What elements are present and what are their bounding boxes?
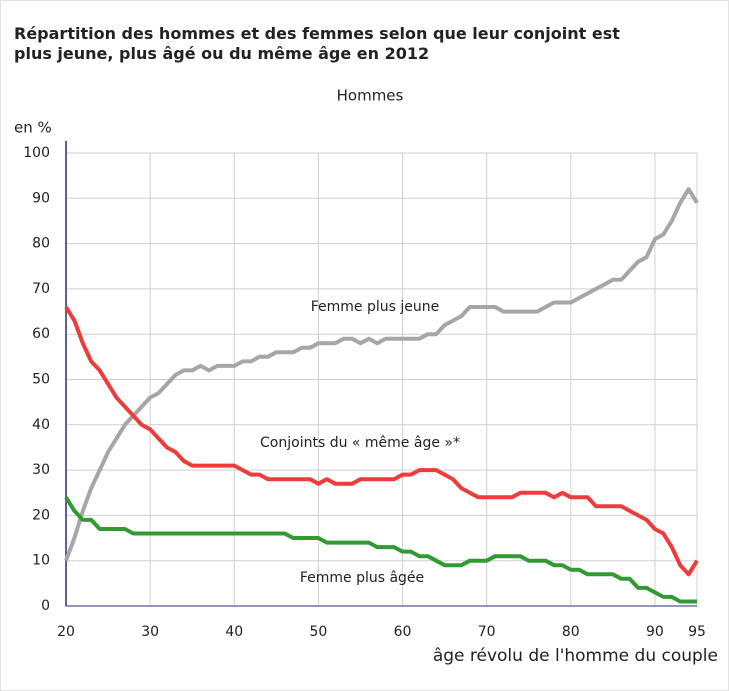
x-tick-label: 40 — [225, 624, 243, 640]
y-tick-label: 50 — [32, 372, 50, 388]
series-label: Conjoints du « même âge »* — [260, 435, 460, 451]
x-tick-label: 20 — [57, 624, 75, 640]
y-tick-label: 40 — [32, 417, 50, 433]
series-label: Femme plus jeune — [311, 299, 440, 315]
y-tick-label: 80 — [32, 236, 50, 252]
series-line — [64, 187, 699, 562]
y-tick-label: 70 — [32, 281, 50, 297]
series-line — [64, 305, 699, 577]
x-tick-label: 80 — [562, 624, 580, 640]
y-axis-label: en % — [14, 119, 52, 137]
y-tick-label: 20 — [32, 507, 50, 523]
x-tick-label: 50 — [309, 624, 327, 640]
x-tick-label: 95 — [688, 624, 706, 640]
y-tick-label: 100 — [23, 145, 50, 161]
y-tick-label: 90 — [32, 190, 50, 206]
x-tick-label: 60 — [394, 624, 412, 640]
series-label: Femme plus âgée — [300, 570, 424, 586]
y-tick-label: 30 — [32, 462, 50, 478]
series-line — [64, 496, 697, 604]
x-axis-label: âge révolu de l'homme du couple — [433, 646, 718, 666]
y-tick-label: 0 — [41, 598, 50, 614]
chart-title: Répartition des hommes et des femmes sel… — [14, 24, 620, 63]
y-tick-label: 60 — [32, 326, 50, 342]
x-tick-label: 70 — [478, 624, 496, 640]
x-tick-label: 90 — [646, 624, 664, 640]
y-tick-label: 10 — [32, 553, 50, 569]
x-tick-label: 30 — [141, 624, 159, 640]
subtitle: Hommes — [337, 87, 404, 105]
